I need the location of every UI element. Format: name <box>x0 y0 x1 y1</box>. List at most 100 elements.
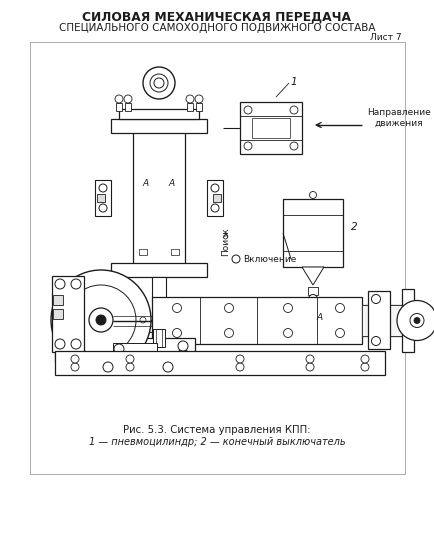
Circle shape <box>71 363 79 371</box>
Circle shape <box>62 341 72 351</box>
Circle shape <box>360 363 368 371</box>
Circle shape <box>289 106 297 114</box>
Text: Поиск: Поиск <box>221 228 230 256</box>
Circle shape <box>77 353 83 359</box>
Bar <box>53 295 63 305</box>
Circle shape <box>114 344 124 354</box>
Bar <box>153 329 164 347</box>
Circle shape <box>309 192 316 199</box>
Bar <box>55 338 194 362</box>
Bar <box>95 180 111 216</box>
Bar <box>30 42 404 474</box>
Circle shape <box>55 339 65 349</box>
Bar <box>113 343 157 355</box>
Circle shape <box>89 308 113 332</box>
Circle shape <box>305 355 313 363</box>
Bar <box>97 194 105 202</box>
Bar <box>187 103 193 111</box>
Text: А: А <box>316 313 322 322</box>
Bar <box>116 103 122 111</box>
Bar <box>207 180 223 216</box>
Circle shape <box>224 329 233 337</box>
Circle shape <box>77 281 83 287</box>
Circle shape <box>172 329 181 337</box>
Circle shape <box>150 74 168 92</box>
Circle shape <box>236 355 243 363</box>
Circle shape <box>154 78 164 88</box>
Circle shape <box>194 95 203 103</box>
Circle shape <box>140 317 146 323</box>
Circle shape <box>243 142 251 150</box>
Circle shape <box>178 341 187 351</box>
Circle shape <box>71 279 81 289</box>
Circle shape <box>99 204 107 212</box>
Circle shape <box>99 184 107 192</box>
Bar <box>133 129 184 267</box>
Circle shape <box>210 204 218 212</box>
Bar <box>307 287 317 295</box>
Circle shape <box>224 303 233 313</box>
Circle shape <box>124 95 132 103</box>
Circle shape <box>371 294 380 303</box>
Circle shape <box>283 303 292 313</box>
Circle shape <box>243 106 251 114</box>
Bar <box>213 194 220 202</box>
Text: Лист 7: Лист 7 <box>369 33 401 42</box>
Text: А: А <box>168 178 174 187</box>
Circle shape <box>163 362 173 372</box>
Circle shape <box>103 362 113 372</box>
Circle shape <box>51 270 151 370</box>
Circle shape <box>71 355 79 363</box>
Circle shape <box>126 355 134 363</box>
Circle shape <box>231 255 240 263</box>
Text: СПЕЦИАЛЬНОГО САМОХОДНОГО ПОДВИЖНОГО СОСТАВА: СПЕЦИАЛЬНОГО САМОХОДНОГО ПОДВИЖНОГО СОСТ… <box>59 23 375 33</box>
Bar <box>251 118 289 138</box>
Bar <box>111 263 207 277</box>
Bar <box>53 309 63 319</box>
Circle shape <box>115 95 123 103</box>
Bar <box>283 199 342 267</box>
Circle shape <box>396 301 434 340</box>
Text: Включение: Включение <box>243 255 296 264</box>
Text: Рис. 5.3. Система управления КПП:: Рис. 5.3. Система управления КПП: <box>123 425 310 435</box>
Circle shape <box>186 95 194 103</box>
Bar <box>401 289 413 352</box>
Circle shape <box>360 355 368 363</box>
Circle shape <box>335 303 344 313</box>
Bar <box>55 351 384 375</box>
Circle shape <box>178 349 187 359</box>
Text: А: А <box>143 178 149 187</box>
Text: СИЛОВАЯ МЕХАНИЧЕСКАЯ ПЕРЕДАЧА: СИЛОВАЯ МЕХАНИЧЕСКАЯ ПЕРЕДАЧА <box>82 11 351 24</box>
Bar <box>139 249 147 255</box>
Bar <box>361 305 401 336</box>
Text: 1: 1 <box>290 77 297 87</box>
Bar <box>125 103 131 111</box>
Polygon shape <box>301 267 323 285</box>
Circle shape <box>126 363 134 371</box>
Bar <box>196 103 201 111</box>
Circle shape <box>409 314 423 328</box>
Bar <box>119 109 198 119</box>
Bar <box>151 277 166 302</box>
Bar <box>367 291 389 349</box>
Bar <box>149 320 169 332</box>
Circle shape <box>172 303 181 313</box>
Bar <box>151 297 361 344</box>
Circle shape <box>308 294 317 303</box>
Circle shape <box>210 184 218 192</box>
Bar <box>111 119 207 133</box>
Circle shape <box>289 142 297 150</box>
Circle shape <box>55 279 65 289</box>
Circle shape <box>305 363 313 371</box>
Bar <box>240 102 301 154</box>
Circle shape <box>371 337 380 345</box>
Circle shape <box>71 339 81 349</box>
Text: Направление
движения: Направление движения <box>366 108 430 128</box>
Circle shape <box>62 349 72 359</box>
Text: 2: 2 <box>350 222 357 232</box>
Circle shape <box>236 363 243 371</box>
Bar <box>52 276 84 352</box>
Circle shape <box>66 285 136 355</box>
Circle shape <box>335 329 344 337</box>
Bar <box>171 249 178 255</box>
